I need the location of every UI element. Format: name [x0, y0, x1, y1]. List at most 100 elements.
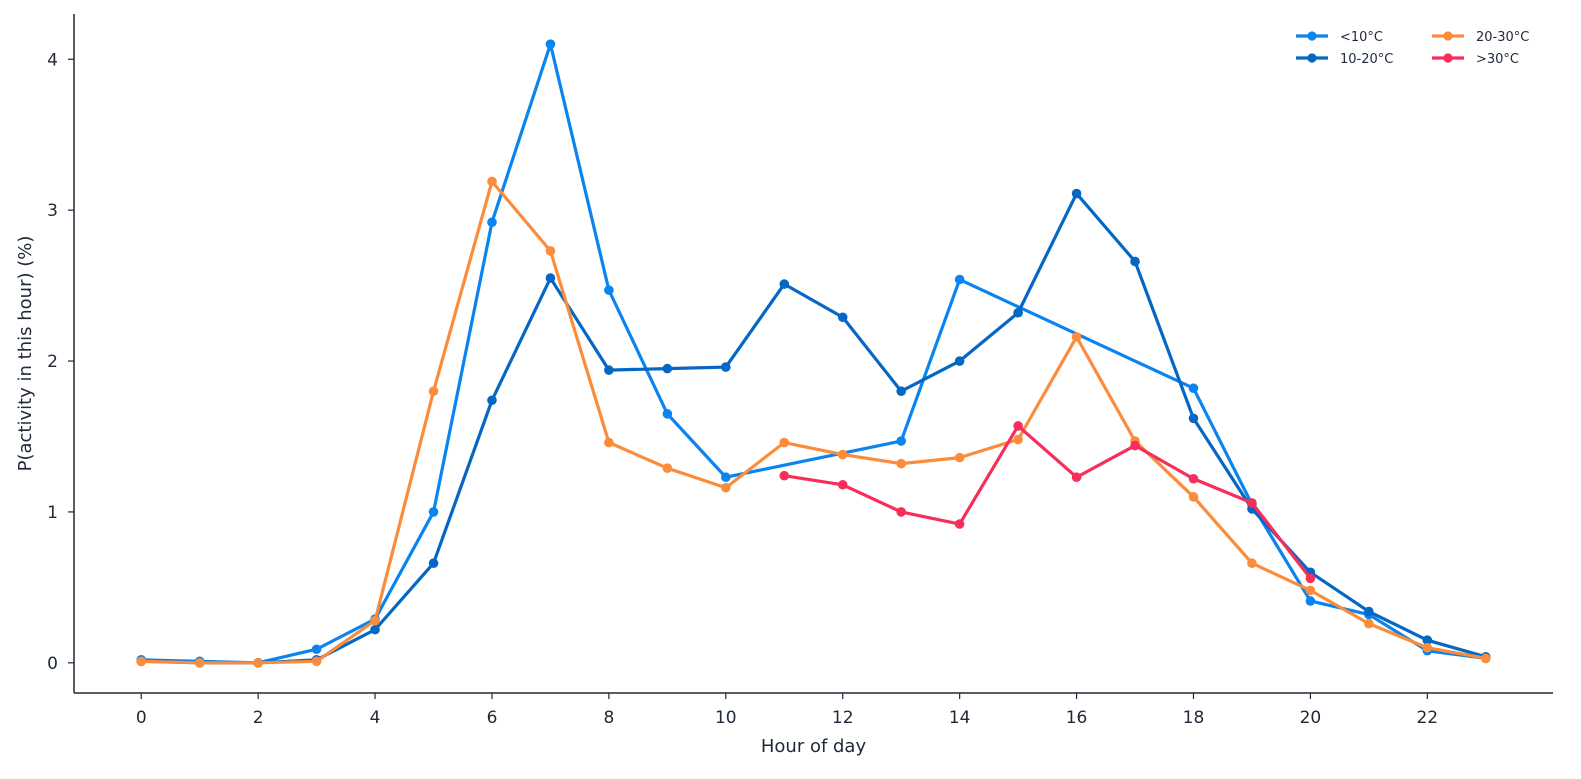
data-point	[954, 356, 965, 366]
legend: <10°C 10-20°C 20-30°C >30°C	[1296, 30, 1529, 67]
data-point	[1188, 473, 1199, 484]
x-tick-label: 22	[1416, 708, 1438, 728]
legend-item: 20-30°C	[1432, 30, 1529, 45]
data-point	[721, 472, 731, 483]
data-point	[1130, 440, 1140, 451]
data-point	[545, 39, 556, 49]
data-point	[487, 176, 497, 187]
x-tick-label: 18	[1183, 708, 1205, 728]
data-point	[662, 363, 673, 374]
x-ticks: 0 2 4 6 8 10 12 14 16 18 20 22	[136, 693, 1438, 728]
data-point	[311, 656, 322, 667]
data-point	[487, 217, 497, 228]
legend-item: >30°C	[1432, 52, 1519, 67]
x-tick-label: 4	[370, 708, 381, 728]
legend-label: 10-20°C	[1340, 52, 1393, 67]
data-point	[896, 436, 906, 446]
data-point	[1071, 472, 1082, 483]
data-point	[545, 273, 556, 283]
y-tick-label: 4	[47, 50, 58, 70]
series-3	[136, 176, 1491, 668]
series-2	[136, 188, 1491, 668]
data-point	[1364, 618, 1374, 629]
data-point	[896, 386, 906, 397]
data-point	[837, 449, 848, 460]
data-point	[954, 274, 965, 285]
legend-label: >30°C	[1476, 52, 1519, 67]
data-point	[1364, 606, 1374, 617]
data-point	[1480, 653, 1491, 664]
data-point	[1422, 642, 1433, 653]
x-tick-label: 10	[715, 708, 737, 728]
data-point	[1013, 434, 1023, 445]
series-layer	[136, 39, 1491, 668]
data-point	[954, 452, 965, 463]
data-point	[545, 246, 556, 256]
data-point	[1188, 492, 1199, 502]
data-point	[136, 656, 147, 667]
x-tick-label: 6	[487, 708, 498, 728]
data-point	[721, 362, 731, 372]
data-point	[779, 470, 790, 481]
series-line	[782, 424, 1312, 580]
legend-swatch-marker	[1307, 31, 1317, 41]
data-point	[487, 395, 497, 406]
data-point	[1188, 413, 1199, 424]
data-point	[1071, 332, 1082, 342]
data-point	[311, 644, 322, 655]
series-4	[779, 421, 1316, 584]
x-tick-label: 8	[603, 708, 614, 728]
data-point	[1422, 635, 1433, 645]
x-axis-label: Hour of day	[761, 736, 867, 757]
legend-item: <10°C	[1296, 30, 1383, 45]
data-point	[896, 458, 906, 469]
y-tick-label: 0	[47, 654, 58, 674]
x-tick-label: 20	[1300, 708, 1322, 728]
data-point	[1247, 498, 1257, 508]
data-point	[721, 482, 731, 493]
data-point	[428, 558, 439, 569]
x-tick-label: 16	[1066, 708, 1088, 728]
data-point	[662, 409, 673, 419]
data-point	[428, 386, 439, 397]
data-point	[253, 658, 263, 668]
axes	[73, 14, 1553, 694]
series-line	[139, 42, 1488, 665]
data-point	[370, 624, 380, 635]
y-tick-label: 3	[47, 201, 58, 221]
data-point	[1188, 383, 1199, 394]
legend-item: 10-20°C	[1296, 52, 1393, 67]
x-tick-label: 0	[136, 708, 147, 728]
y-tick-label: 1	[47, 503, 58, 523]
data-point	[604, 285, 614, 295]
legend-swatch-marker	[1443, 31, 1453, 41]
data-point	[837, 479, 848, 490]
data-point	[604, 365, 614, 375]
series-1	[136, 39, 1491, 668]
y-ticks: 0 1 2 3 4	[47, 50, 74, 674]
data-point	[1013, 307, 1023, 318]
data-point	[1071, 188, 1082, 199]
legend-label: <10°C	[1340, 30, 1383, 45]
data-point	[1247, 558, 1257, 569]
data-point	[1013, 421, 1023, 431]
series-line	[139, 191, 1488, 665]
data-point	[428, 507, 439, 517]
data-point	[896, 507, 906, 517]
data-point	[604, 437, 614, 448]
data-point	[1130, 256, 1140, 267]
legend-swatch-marker	[1307, 53, 1317, 63]
data-point	[779, 279, 790, 289]
data-point	[1305, 573, 1316, 584]
series-line	[139, 179, 1488, 665]
data-point	[837, 312, 848, 323]
x-tick-label: 2	[253, 708, 264, 728]
x-tick-label: 14	[949, 708, 971, 728]
data-point	[1305, 596, 1316, 606]
data-point	[194, 658, 205, 668]
data-point	[954, 519, 965, 529]
data-point	[1305, 585, 1316, 596]
y-tick-label: 2	[47, 352, 58, 372]
legend-label: 20-30°C	[1476, 30, 1529, 45]
x-tick-label: 12	[832, 708, 854, 728]
